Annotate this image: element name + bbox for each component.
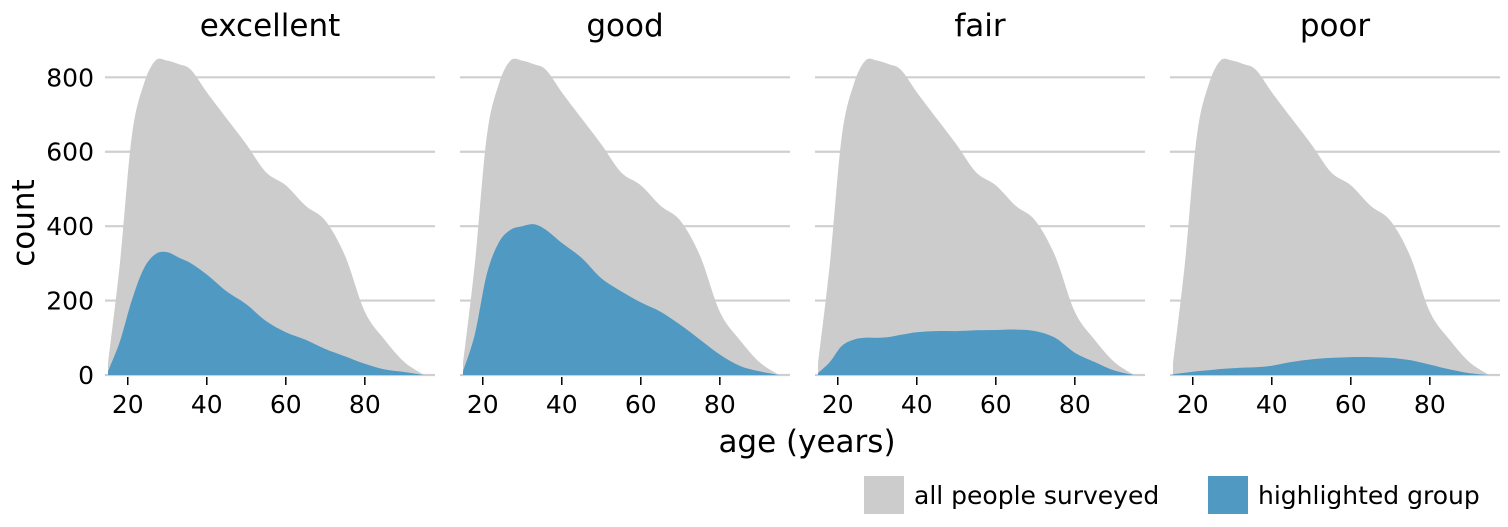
legend-label: highlighted group [1258,481,1480,510]
y-axis: 0 200 400 600 800 [46,63,94,390]
x-tick-label: 60 [1335,390,1367,419]
facet-panels: excellent 20 40 60 80 good 20 40 60 80 fair 20 40 60 8… [105,8,1500,419]
x-tick-label: 80 [1059,390,1091,419]
facet-panel-excellent: excellent 20 40 60 80 [105,8,435,419]
x-tick-label: 20 [112,390,144,419]
x-tick-label: 80 [704,390,736,419]
x-axis-title: age (years) [718,424,895,460]
area-all-people [818,58,1135,376]
x-tick-label: 40 [1256,390,1288,419]
x-tick-label: 60 [980,390,1012,419]
area-all-people [1173,58,1490,376]
area-highlighted-group [463,224,780,375]
legend-swatch [1208,476,1248,514]
y-tick-label: 800 [46,63,94,92]
x-tick-label: 40 [191,390,223,419]
x-tick-label: 80 [1414,390,1446,419]
legend-swatch [864,476,904,514]
area-highlighted-group [1173,357,1490,375]
y-tick-label: 400 [46,212,94,241]
x-tick-label: 20 [1177,390,1209,419]
facet-title: fair [954,8,1006,44]
y-tick-label: 0 [78,361,94,390]
facet-panel-fair: fair 20 40 60 80 [815,8,1145,419]
facet-panel-good: good 20 40 60 80 [460,8,790,419]
y-tick-label: 600 [46,138,94,167]
area-highlighted-group [108,251,425,375]
legend: all people surveyed highlighted group [864,476,1480,514]
y-tick-label: 200 [46,287,94,316]
legend-label: all people surveyed [914,481,1159,510]
y-axis-title: count [6,179,42,266]
area-highlighted-group [818,329,1135,375]
legend-item: highlighted group [1208,476,1480,514]
facet-title: good [586,8,663,44]
x-tick-label: 20 [822,390,854,419]
x-tick-label: 60 [270,390,302,419]
facet-panel-poor: poor 20 40 60 80 [1170,8,1500,419]
legend-item: all people surveyed [864,476,1159,514]
x-tick-label: 40 [901,390,933,419]
x-tick-label: 80 [349,390,381,419]
x-tick-label: 40 [546,390,578,419]
facet-title: poor [1300,8,1371,44]
x-tick-label: 20 [467,390,499,419]
facet-title: excellent [200,8,341,44]
x-tick-label: 60 [625,390,657,419]
